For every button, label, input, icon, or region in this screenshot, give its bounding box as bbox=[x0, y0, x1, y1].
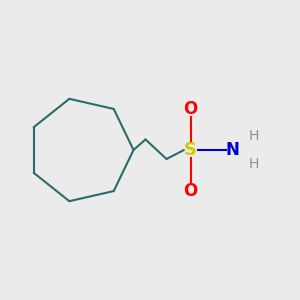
Text: O: O bbox=[183, 100, 198, 118]
Text: S: S bbox=[184, 141, 197, 159]
Text: N: N bbox=[226, 141, 239, 159]
Text: H: H bbox=[248, 130, 259, 143]
Text: H: H bbox=[248, 157, 259, 170]
Text: O: O bbox=[183, 182, 198, 200]
